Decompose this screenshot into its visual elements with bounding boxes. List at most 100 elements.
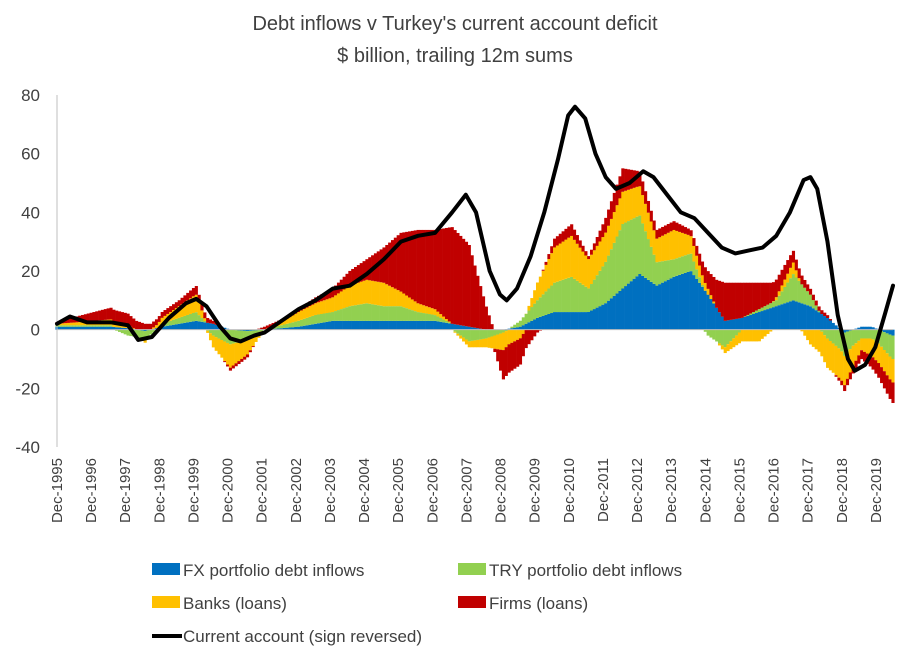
bar-try-portfolio-debt-inflows — [490, 330, 493, 337]
bar-try-portfolio-debt-inflows — [291, 322, 294, 327]
bar-fx-portfolio-debt-inflows — [175, 324, 178, 329]
bar-try-portfolio-debt-inflows — [550, 286, 553, 313]
bar-banks-loans — [64, 323, 67, 325]
bar-try-portfolio-debt-inflows — [209, 330, 212, 334]
bar-fx-portfolio-debt-inflows — [738, 318, 741, 329]
bar-try-portfolio-debt-inflows — [303, 319, 306, 326]
bar-firms-loans — [781, 270, 784, 286]
bar-banks-loans — [655, 239, 658, 263]
bar-try-portfolio-debt-inflows — [212, 330, 215, 336]
bar-try-portfolio-debt-inflows — [75, 325, 78, 326]
bar-try-portfolio-debt-inflows — [653, 255, 656, 284]
bar-try-portfolio-debt-inflows — [198, 315, 201, 321]
bar-try-portfolio-debt-inflows — [547, 288, 550, 314]
bar-fx-portfolio-debt-inflows — [542, 316, 545, 330]
bar-try-portfolio-debt-inflows — [587, 288, 590, 312]
bar-try-portfolio-debt-inflows — [422, 313, 425, 321]
bar-fx-portfolio-debt-inflows — [172, 325, 175, 330]
bar-try-portfolio-debt-inflows — [513, 325, 516, 328]
bar-firms-loans — [562, 231, 565, 241]
bar-try-portfolio-debt-inflows — [175, 319, 178, 324]
bar-firms-loans — [442, 228, 445, 316]
bar-try-portfolio-debt-inflows — [644, 231, 647, 278]
bar-banks-loans — [795, 270, 798, 277]
bar-firms-loans — [812, 295, 815, 300]
bar-banks-loans — [152, 327, 155, 329]
bar-banks-loans — [721, 345, 724, 349]
bar-fx-portfolio-debt-inflows — [746, 316, 749, 330]
bar-banks-loans — [414, 301, 417, 311]
bar-firms-loans — [670, 223, 673, 232]
bar-try-portfolio-debt-inflows — [681, 256, 684, 274]
bar-banks-loans — [200, 310, 203, 318]
bar-fx-portfolio-debt-inflows — [374, 321, 377, 330]
bar-firms-loans — [729, 283, 732, 320]
bar-fx-portfolio-debt-inflows — [607, 301, 610, 330]
bar-fx-portfolio-debt-inflows — [712, 303, 715, 329]
bar-banks-loans — [218, 339, 221, 355]
bar-fx-portfolio-debt-inflows — [431, 321, 434, 330]
bar-try-portfolio-debt-inflows — [323, 314, 326, 323]
bar-firms-loans — [240, 359, 243, 362]
bar-try-portfolio-debt-inflows — [735, 330, 738, 336]
bar-try-portfolio-debt-inflows — [826, 330, 829, 339]
legend-swatch-firms-loans — [458, 596, 486, 608]
bar-banks-loans — [431, 308, 434, 314]
bar-fx-portfolio-debt-inflows — [684, 273, 687, 330]
bar-fx-portfolio-debt-inflows — [203, 322, 206, 329]
bar-try-portfolio-debt-inflows — [891, 336, 894, 359]
bar-try-portfolio-debt-inflows — [527, 310, 530, 322]
bar-firms-loans — [144, 324, 147, 330]
bar-try-portfolio-debt-inflows — [519, 321, 522, 327]
bar-firms-loans — [459, 236, 462, 325]
bar-fx-portfolio-debt-inflows — [530, 321, 533, 330]
bar-banks-loans — [886, 353, 889, 375]
bar-try-portfolio-debt-inflows — [641, 223, 644, 276]
bar-banks-loans — [724, 347, 727, 353]
bar-try-portfolio-debt-inflows — [320, 314, 323, 323]
bar-try-portfolio-debt-inflows — [485, 330, 488, 339]
bar-try-portfolio-debt-inflows — [596, 275, 599, 307]
bar-firms-loans — [485, 307, 488, 330]
bar-firms-loans — [877, 363, 880, 378]
bar-banks-loans — [479, 339, 482, 347]
bar-firms-loans — [527, 330, 530, 345]
legend-label-banks-loans: Banks (loans) — [183, 594, 287, 613]
bar-banks-loans — [601, 237, 604, 266]
bar-try-portfolio-debt-inflows — [724, 330, 727, 347]
bar-try-portfolio-debt-inflows — [818, 311, 821, 312]
bar-firms-loans — [471, 255, 474, 327]
bar-try-portfolio-debt-inflows — [218, 330, 221, 339]
bar-try-portfolio-debt-inflows — [121, 330, 124, 333]
bar-firms-loans — [163, 310, 166, 316]
bar-fx-portfolio-debt-inflows — [377, 321, 380, 330]
bar-firms-loans — [581, 246, 584, 252]
bar-banks-loans — [394, 289, 397, 307]
bar-try-portfolio-debt-inflows — [345, 307, 348, 321]
bar-try-portfolio-debt-inflows — [107, 325, 110, 326]
bar-banks-loans — [232, 344, 235, 366]
bar-fx-portfolio-debt-inflows — [556, 312, 559, 330]
bar-fx-portfolio-debt-inflows — [340, 321, 343, 330]
bar-firms-loans — [482, 296, 485, 329]
bar-banks-loans — [235, 343, 238, 363]
bar-try-portfolio-debt-inflows — [866, 330, 869, 339]
bar-try-portfolio-debt-inflows — [385, 306, 388, 321]
bar-firms-loans — [87, 314, 90, 322]
bar-firms-loans — [493, 349, 496, 352]
bar-firms-loans — [655, 230, 658, 239]
bar-banks-loans — [408, 297, 411, 309]
bar-firms-loans — [809, 289, 812, 295]
bar-fx-portfolio-debt-inflows — [394, 321, 397, 330]
bar-fx-portfolio-debt-inflows — [829, 320, 832, 329]
bar-banks-loans — [550, 253, 553, 285]
bar-firms-loans — [206, 318, 209, 323]
bar-banks-loans — [530, 298, 533, 307]
bar-firms-loans — [462, 239, 465, 326]
bar-try-portfolio-debt-inflows — [539, 297, 542, 317]
bar-banks-loans — [462, 338, 465, 342]
bar-fx-portfolio-debt-inflows — [323, 322, 326, 329]
bar-fx-portfolio-debt-inflows — [456, 325, 459, 330]
bar-firms-loans — [567, 226, 570, 237]
bar-firms-loans — [843, 385, 846, 391]
